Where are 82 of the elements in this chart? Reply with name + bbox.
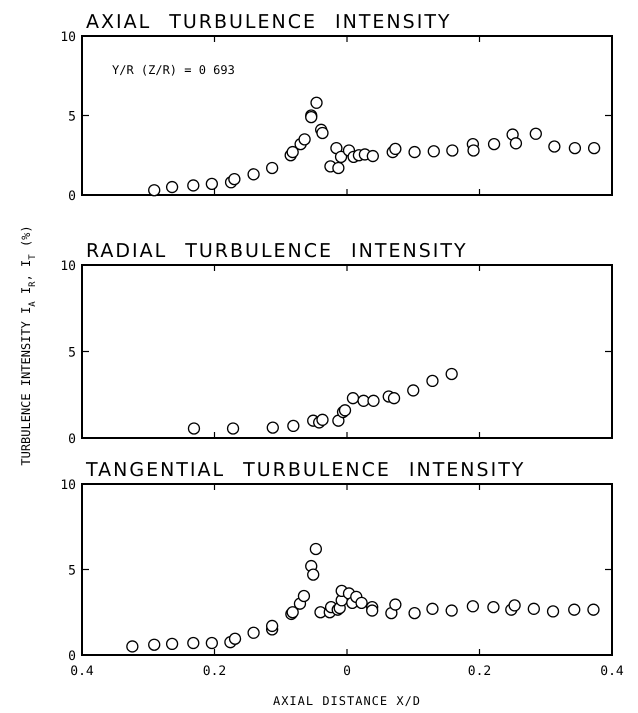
point — [287, 420, 300, 432]
y-tick-label: 10 — [60, 259, 76, 274]
point — [298, 133, 311, 146]
point — [408, 146, 421, 158]
point — [528, 602, 540, 615]
point — [316, 414, 329, 426]
y-tick-label: 10 — [60, 30, 76, 45]
y-tick-label: 0 — [68, 432, 76, 447]
y-tick-label: 10 — [60, 478, 76, 493]
point — [310, 96, 323, 109]
chart-title: TANGENTIAL TURBULENCE INTENSITY — [85, 459, 526, 481]
point — [426, 602, 439, 615]
point — [286, 146, 299, 158]
point — [389, 142, 402, 156]
point — [126, 640, 138, 653]
point — [247, 626, 260, 639]
point — [367, 394, 380, 407]
point — [332, 414, 345, 427]
point — [389, 598, 402, 611]
point — [166, 180, 178, 194]
point — [407, 384, 420, 397]
y-tick-label: 0 — [68, 189, 76, 204]
point — [568, 142, 582, 154]
point — [487, 600, 500, 614]
point — [266, 620, 278, 632]
x-axis-title: AXIAL DISTANCE X/D — [272, 694, 422, 708]
point — [228, 632, 242, 645]
y-tick-label: 5 — [68, 110, 76, 124]
point — [330, 142, 343, 154]
chart-title: AXIAL TURBULENCE INTENSITY — [86, 11, 452, 33]
point — [228, 172, 241, 186]
point — [355, 596, 368, 609]
point — [488, 138, 500, 150]
point — [266, 162, 278, 174]
x-tick-label: 0.4 — [600, 664, 624, 679]
point — [310, 542, 322, 556]
point — [426, 374, 439, 388]
point — [568, 604, 580, 616]
point — [298, 590, 310, 602]
point — [530, 128, 542, 140]
point — [187, 179, 200, 192]
point — [148, 184, 160, 196]
point — [307, 568, 320, 581]
point — [266, 421, 279, 434]
y-tick-label: 5 — [68, 346, 76, 360]
point — [546, 605, 560, 618]
point — [332, 162, 345, 174]
point — [206, 178, 218, 190]
point — [166, 638, 178, 650]
point — [357, 394, 370, 407]
point — [587, 604, 600, 616]
point — [408, 606, 421, 620]
point — [247, 168, 260, 180]
point — [548, 140, 561, 153]
point — [334, 150, 348, 163]
point — [446, 604, 458, 617]
x-tick-label: 0.2 — [468, 664, 492, 679]
point — [510, 137, 522, 150]
point — [226, 422, 240, 435]
point — [588, 142, 600, 154]
chart-title: RADIAL TURBULENCE INTENSITY — [86, 240, 468, 262]
point — [428, 145, 440, 158]
point — [508, 599, 521, 612]
point — [467, 144, 480, 157]
x-tick-label: 0.2 — [202, 664, 226, 679]
point — [466, 600, 480, 612]
point — [446, 368, 458, 380]
x-tick-label: 0 — [343, 664, 351, 679]
point — [388, 392, 400, 404]
point — [346, 392, 360, 404]
point — [366, 150, 379, 162]
annotation: Y/R (Z/R) = 0 693 — [112, 63, 235, 77]
y-tick-label: 0 — [68, 649, 76, 664]
point — [206, 636, 218, 650]
point — [316, 126, 329, 140]
point — [446, 144, 458, 157]
point — [366, 604, 378, 617]
point — [188, 422, 200, 435]
x-tick-label: 0.4 — [70, 664, 94, 679]
point — [148, 638, 160, 651]
y-tick-label: 5 — [68, 564, 76, 578]
point — [187, 636, 200, 650]
